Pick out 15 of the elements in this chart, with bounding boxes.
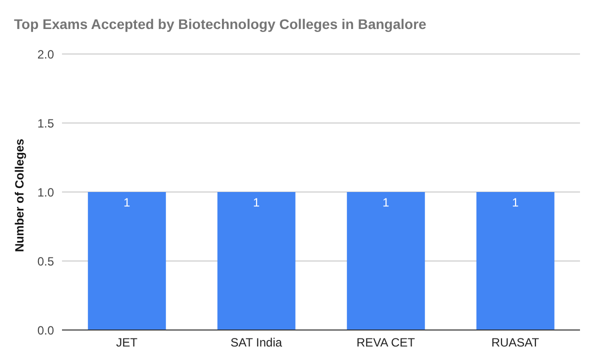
data-label: 1: [382, 196, 390, 210]
x-tick-label: RUASAT: [491, 336, 540, 350]
x-tick-label: REVA CET: [356, 336, 416, 350]
y-tick-label: 2.0: [37, 47, 54, 62]
y-tick-label: 0.0: [37, 323, 54, 338]
y-tick-label: 1.5: [37, 116, 54, 130]
x-tick-label: JET: [116, 336, 138, 350]
y-tick-label: 1.0: [37, 185, 54, 200]
data-label: 1: [253, 196, 260, 210]
data-label: 1: [124, 196, 131, 210]
y-tick-label: 0.5: [37, 254, 54, 268]
data-label: 1: [512, 196, 520, 210]
y-axis-title: Number of Colleges: [12, 138, 26, 252]
chart-title: Top Exams Accepted by Biotechnology Colleges in Bangalore: [14, 16, 426, 32]
x-tick-label: SAT India: [230, 336, 282, 350]
